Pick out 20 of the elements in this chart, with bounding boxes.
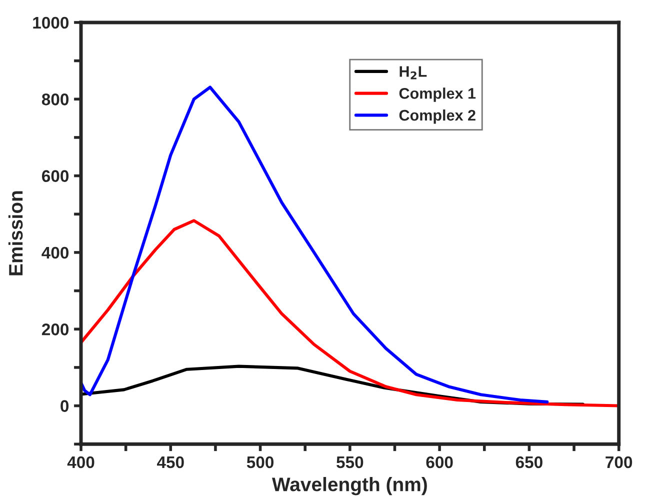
x-tick-label: 700 xyxy=(606,456,632,468)
y-axis-title: Emission xyxy=(8,191,23,276)
x-tick-label: 450 xyxy=(156,456,184,468)
line-series xyxy=(81,219,619,408)
y-tick-label: 600 xyxy=(42,170,69,182)
x-tick-label: 650 xyxy=(516,456,542,468)
x-tick-label: 600 xyxy=(426,456,453,468)
x-tick-label: 550 xyxy=(336,456,364,468)
x-tick-label: 500 xyxy=(246,456,274,468)
legend-label: Complex 1 xyxy=(399,88,476,102)
y-tick-label: 0 xyxy=(60,400,69,412)
y-tick-label: 200 xyxy=(42,324,69,336)
y-tick-label: 400 xyxy=(42,246,69,259)
y-tick-label: 800 xyxy=(42,94,69,106)
legend-label: Complex 2 xyxy=(399,109,476,124)
line-series xyxy=(81,86,549,404)
y-tick-label: 1000 xyxy=(33,16,69,29)
x-tick-label: 400 xyxy=(67,456,94,468)
x-axis-title: Wavelength (nm) xyxy=(272,477,427,496)
legend-label: H$_{2}$L xyxy=(400,66,427,80)
